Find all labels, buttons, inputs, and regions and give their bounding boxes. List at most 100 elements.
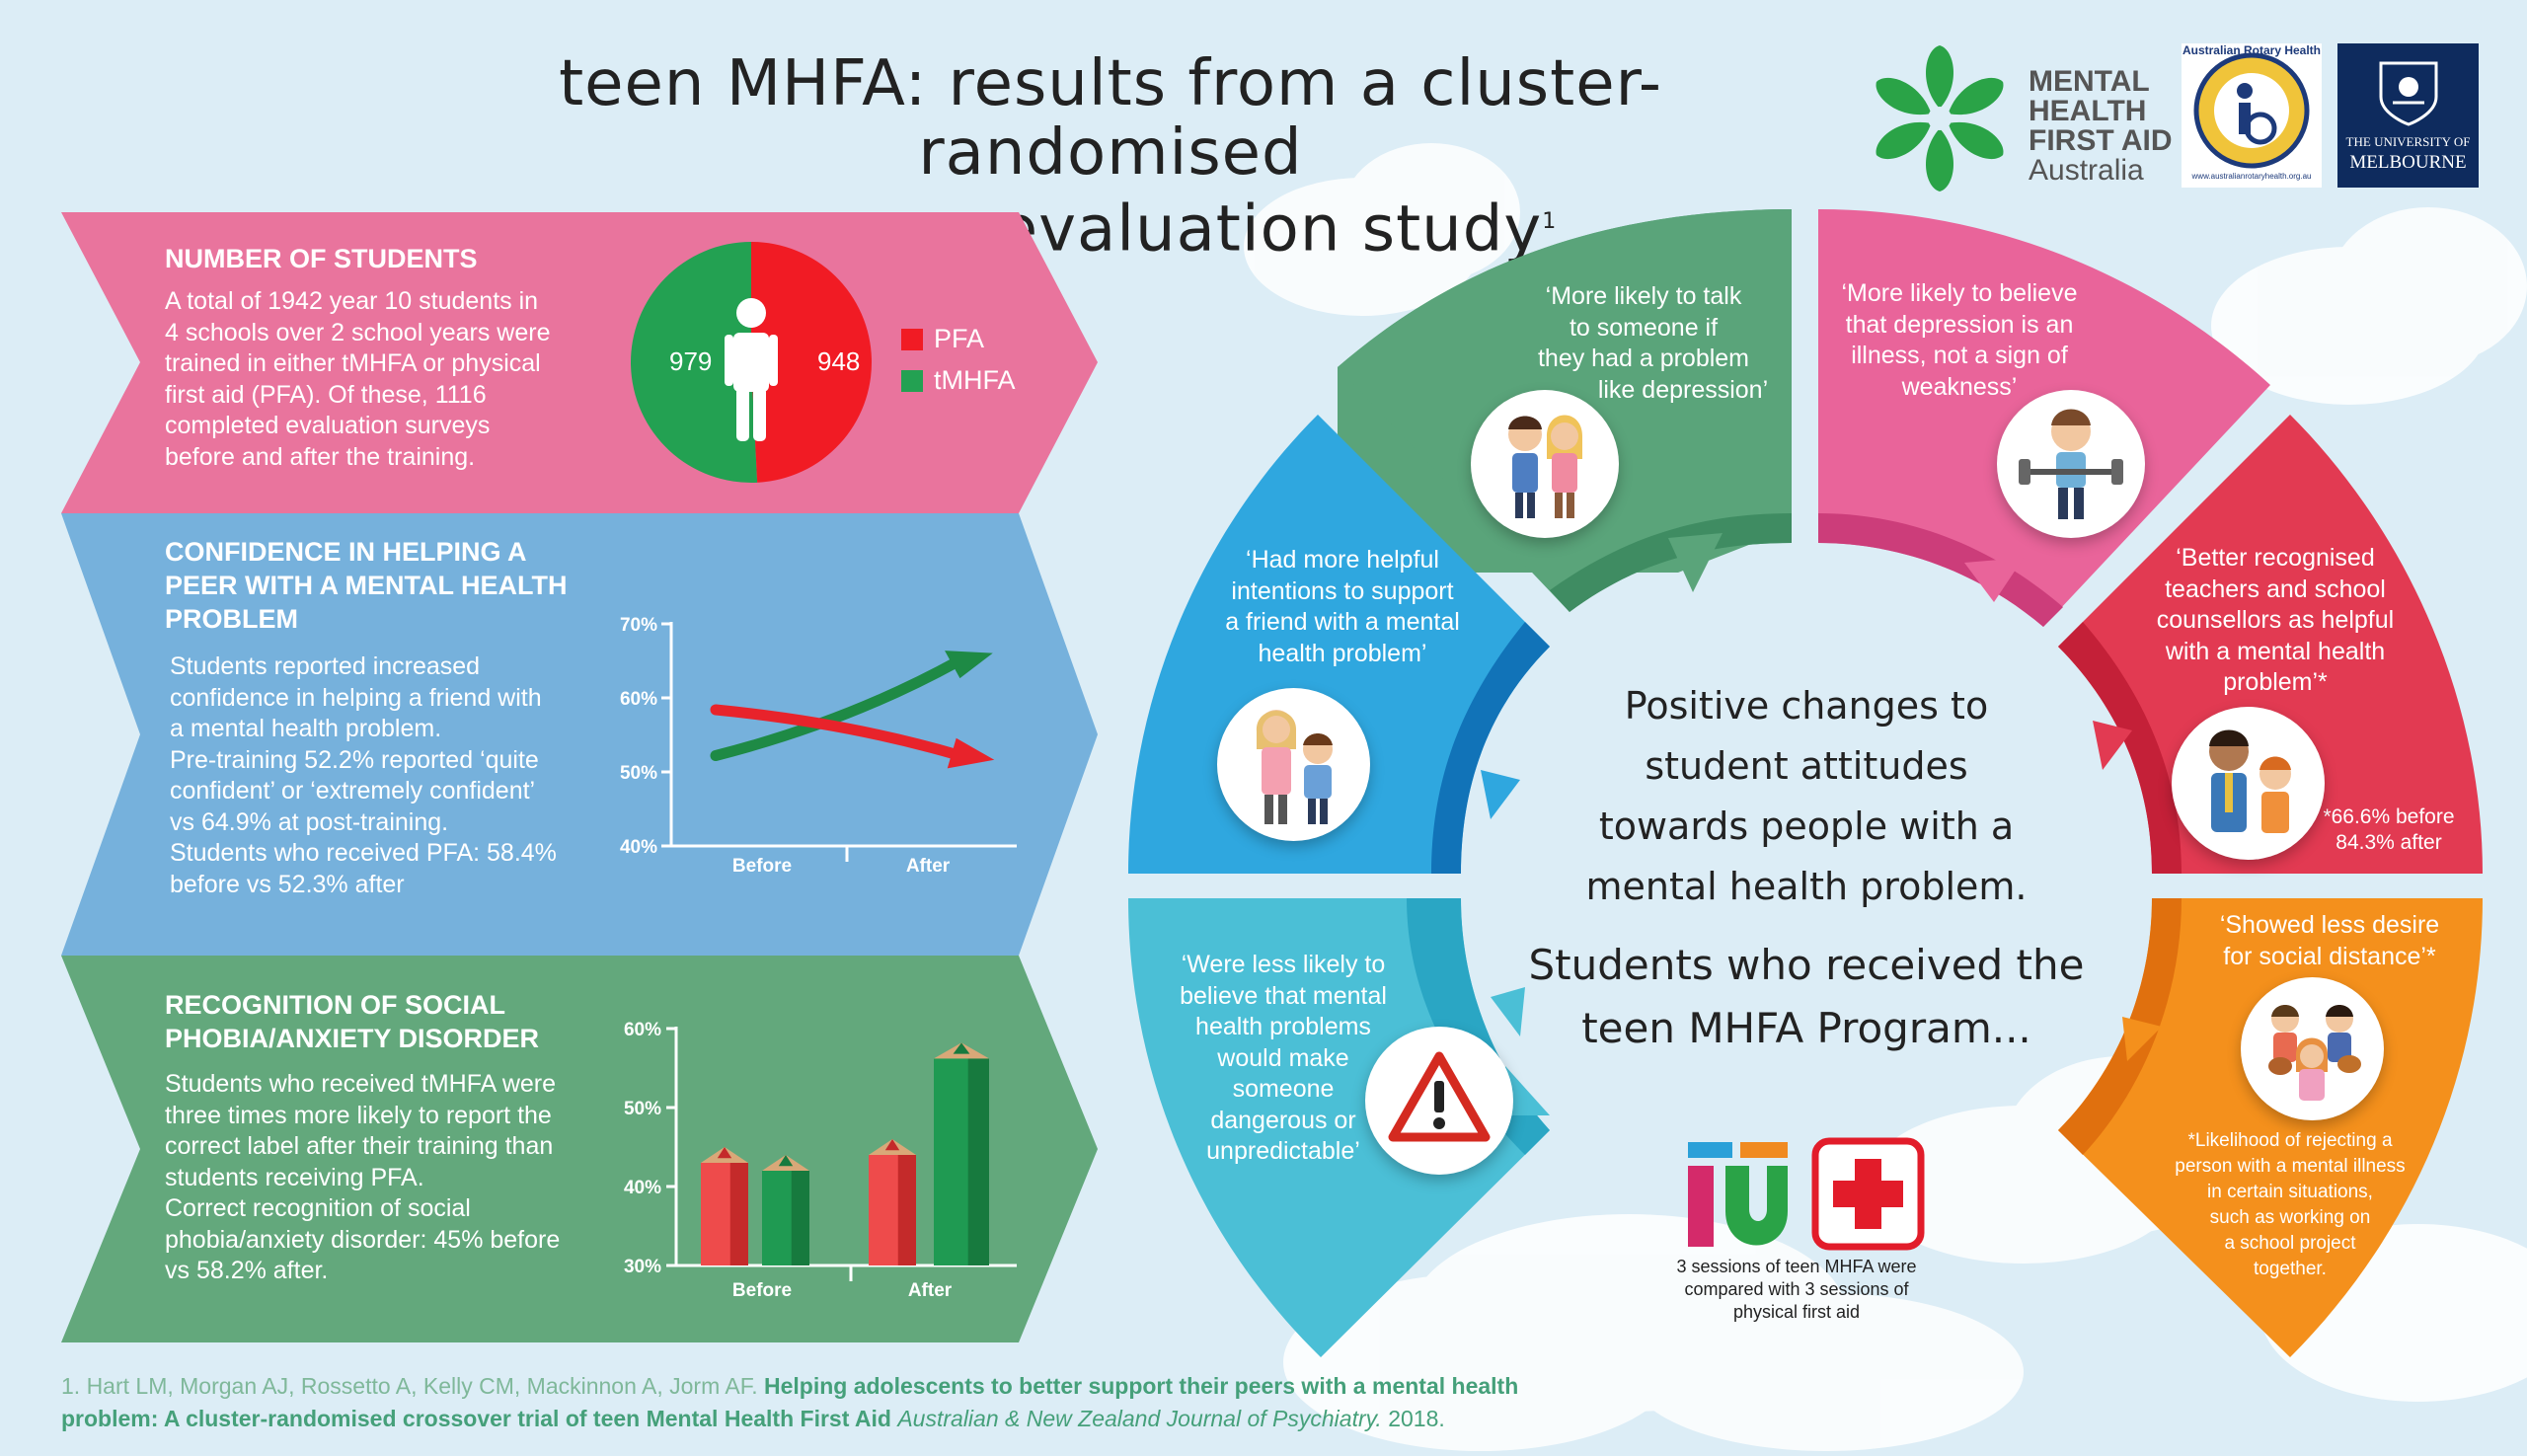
segment-depression-inner <box>1818 513 2063 627</box>
note-line: such as working on <box>2209 1207 2371 1228</box>
confidence-heading-line: CONFIDENCE IN HELPING A <box>165 537 527 567</box>
legend-label-tmhfa: tMHFA <box>934 365 1016 395</box>
segment-helpful-inner <box>1431 622 1550 874</box>
citation-journal: Australian & New Zealand Journal of Psyc… <box>897 1406 1382 1431</box>
confidence-text-line: before vs 52.3% after <box>170 870 405 898</box>
mhfa-logo-line-4: Australia <box>2029 154 2144 187</box>
citation-authors: 1. Hart LM, Morgan AJ, Rossetto A, Kelly… <box>61 1373 758 1399</box>
unimelb-crest-icon <box>2379 61 2438 126</box>
students-panel: NUMBER OF STUDENTS A total of 1942 year … <box>61 212 1098 513</box>
segment-dangerous-notch <box>1491 987 1525 1036</box>
unimelb-line-2: MELBOURNE <box>2349 152 2467 173</box>
line-arrow-tmhfa <box>945 651 993 679</box>
students-text-line: trained in either tMHFA or physical <box>165 349 541 377</box>
dangerous-illustration <box>1365 1027 1513 1175</box>
students-heading: NUMBER OF STUDENTS <box>165 244 478 273</box>
mhfa-logo-line-3: FIRST AID <box>2029 124 2173 157</box>
first-aid-cross-icon <box>1811 1137 1925 1251</box>
center-attitudes-text: Positive changes to student attitudes to… <box>1520 676 2093 917</box>
unimelb-logo: THE UNIVERSITY OF MELBOURNE <box>2337 43 2479 188</box>
bar-y-tick: 30% <box>624 1257 661 1277</box>
confidence-heading: CONFIDENCE IN HELPING A PEER WITH A MENT… <box>165 535 579 636</box>
quote-line: health problems <box>1195 1013 1371 1040</box>
citation: 1. Hart LM, Morgan AJ, Rossetto A, Kelly… <box>61 1370 1542 1435</box>
line-x-tick-before: Before <box>732 856 792 877</box>
quote-line: ‘More likely to talk <box>1545 282 1742 310</box>
quote-line: ‘Better recognised <box>2176 544 2375 572</box>
bar-lead-pfa-after <box>884 1139 900 1151</box>
note-distance: *Likelihood of rejecting a person with a… <box>2142 1128 2438 1282</box>
quote-dangerous: ‘Were less likely to believe that mental… <box>1150 950 1417 1168</box>
quote-line: that depression is an <box>1845 310 2074 339</box>
mhfa-logo-line-1: MENTAL <box>2029 65 2150 98</box>
legend-swatch-tmhfa <box>901 370 923 392</box>
quote-line: counsellors as helpful <box>2156 606 2395 634</box>
bar-y-tick: 60% <box>624 1020 661 1040</box>
teachers-illustration <box>2172 707 2325 860</box>
citation-year: 2018. <box>1388 1406 1445 1431</box>
note-line: *66.6% before <box>2323 805 2455 828</box>
students-text-line: completed evaluation surveys <box>165 412 491 439</box>
line-y-tick: 50% <box>620 763 657 784</box>
teen-mhfa-logo-icon <box>1688 1142 1788 1247</box>
counsellor-student-icon <box>2209 729 2291 833</box>
confidence-heading-line: PEER WITH A MENTAL HEALTH <box>165 571 568 600</box>
quote-line: like depression’ <box>1597 375 1769 404</box>
bar-x-tick-after: After <box>908 1280 953 1301</box>
sessions-line: 3 sessions of teen MHFA were <box>1676 1257 1917 1276</box>
confidence-line-chart: 70% 60% 50% 40% Before After <box>620 615 1017 877</box>
quote-line: to someone if <box>1569 313 1719 342</box>
talk-illustration <box>1471 390 1619 538</box>
students-text-line: first aid (PFA). Of these, 1116 <box>165 380 487 409</box>
center-line: towards people with a <box>1598 805 2015 848</box>
bar-lead-pfa-before <box>717 1147 732 1159</box>
recognition-text: Students who received tMHFA were three t… <box>165 1069 629 1287</box>
students-text-line: A total of 1942 year 10 students in <box>165 287 539 315</box>
segment-distance-notch <box>2122 1017 2162 1061</box>
segment-teachers-ring <box>2058 415 2483 874</box>
quote-line: health problem’ <box>1258 639 1427 667</box>
segment-helpful-notch <box>1481 770 1520 819</box>
center-line: Positive changes to <box>1624 684 1989 728</box>
note-line: *Likelihood of rejecting a <box>2187 1130 2393 1151</box>
quote-line: would make <box>1217 1043 1349 1072</box>
note-line: a school project <box>2224 1233 2356 1254</box>
mhfa-flower-logo <box>1876 45 2004 192</box>
center-line: student attitudes <box>1645 744 1968 788</box>
confidence-panel: CONFIDENCE IN HELPING A PEER WITH A MENT… <box>61 513 1098 956</box>
teacher-student-icon <box>1256 710 1333 824</box>
recognition-heading: RECOGNITION OF SOCIAL PHOBIA/ANXIETY DIS… <box>165 988 579 1055</box>
quote-line: weakness’ <box>1901 372 2018 401</box>
depression-illustration <box>1997 390 2145 538</box>
confidence-text-line: confident’ or ‘extremely confident’ <box>170 777 536 805</box>
segment-distance-inner <box>2058 898 2182 1155</box>
quote-depression: ‘More likely to believe that depression … <box>1816 278 2103 403</box>
pie-slice-tmhfa <box>630 242 758 483</box>
rotary-ring-text: Australian Rotary Health <box>2182 43 2322 57</box>
sessions-line: compared with 3 sessions of <box>1684 1279 1909 1299</box>
confidence-text-line: Students who received PFA: 58.4% <box>170 839 557 867</box>
confidence-text: Students reported increased confidence i… <box>170 651 624 900</box>
confidence-text-line: confidence in helping a friend with <box>170 683 542 712</box>
mhfa-logo-text: MENTAL HEALTH FIRST AID Australia <box>2029 67 2173 186</box>
bar-lead-tmhfa-after <box>953 1042 970 1054</box>
line-chart-axes <box>661 622 1017 862</box>
pie-slice-pfa <box>751 242 872 483</box>
segment-talk-notch <box>1668 533 1723 592</box>
unimelb-line-1: THE UNIVERSITY OF <box>2345 134 2471 149</box>
quote-line: for social distance’* <box>2223 942 2436 970</box>
bar-shade-pfa-before <box>729 1163 748 1265</box>
students-text-line: 4 schools over 2 school years were <box>165 318 551 346</box>
students-text: A total of 1942 year 10 students in 4 sc… <box>165 286 599 473</box>
students-text-line: before and after the training. <box>165 442 476 471</box>
bar-shade-pfa-after <box>897 1155 916 1265</box>
confidence-text-line: Students reported increased <box>170 652 481 680</box>
sessions-caption: 3 sessions of teen MHFA were compared wi… <box>1644 1256 1950 1324</box>
quote-teachers: ‘Better recognised teachers and school c… <box>2132 543 2418 699</box>
segment-distance-ring <box>2058 898 2483 1357</box>
line-y-tick: 60% <box>620 689 657 710</box>
quote-line: ‘Had more helpful <box>1246 546 1439 574</box>
recognition-text-line: correct label after their training than <box>165 1132 554 1160</box>
quote-helpful: ‘Had more helpful intentions to support … <box>1194 545 1491 669</box>
